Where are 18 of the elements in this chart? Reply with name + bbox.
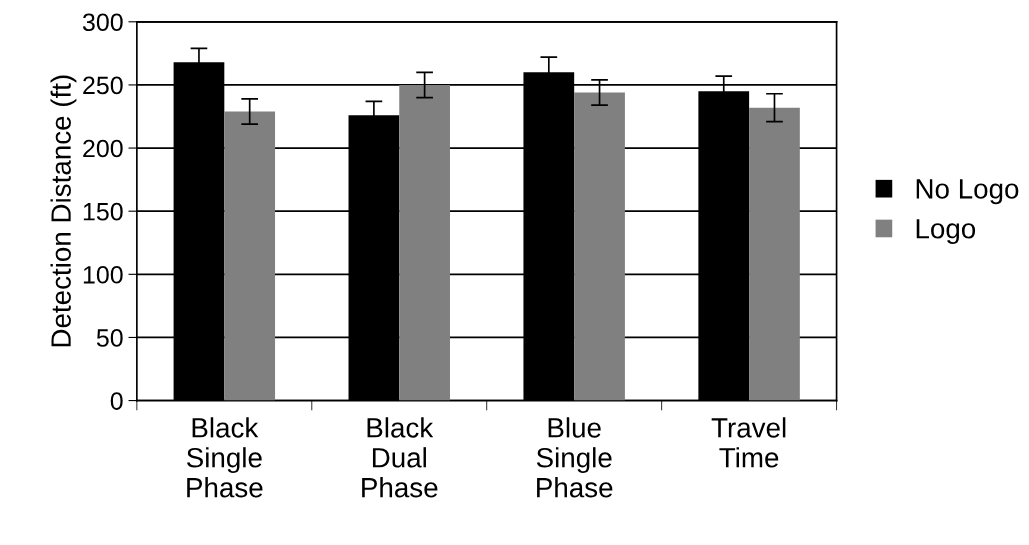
x-tick-label: Travel Time (711, 417, 786, 468)
x-tick-label: Blue Single Phase (536, 417, 613, 498)
x-tick-label: Black Dual Phase (362, 417, 438, 498)
y-axis-title: Detection Distance (ft) (50, 75, 77, 347)
y-tick-label: 100 (83, 265, 123, 284)
legend-label: No Logo (916, 179, 1019, 205)
legend-label: Logo (916, 219, 976, 245)
x-tick-label: Black Single Phase (186, 417, 263, 498)
bar (399, 84, 450, 401)
y-tick-label: 150 (83, 202, 123, 221)
y-tick-label: 250 (83, 76, 123, 95)
y-tick-label: 300 (82, 13, 123, 32)
y-tick-label: 50 (96, 329, 123, 347)
y-tick-label: 200 (83, 139, 123, 158)
y-tick-label: 0 (110, 392, 123, 410)
bar (224, 111, 276, 401)
bar (574, 92, 625, 401)
bar (749, 107, 800, 401)
